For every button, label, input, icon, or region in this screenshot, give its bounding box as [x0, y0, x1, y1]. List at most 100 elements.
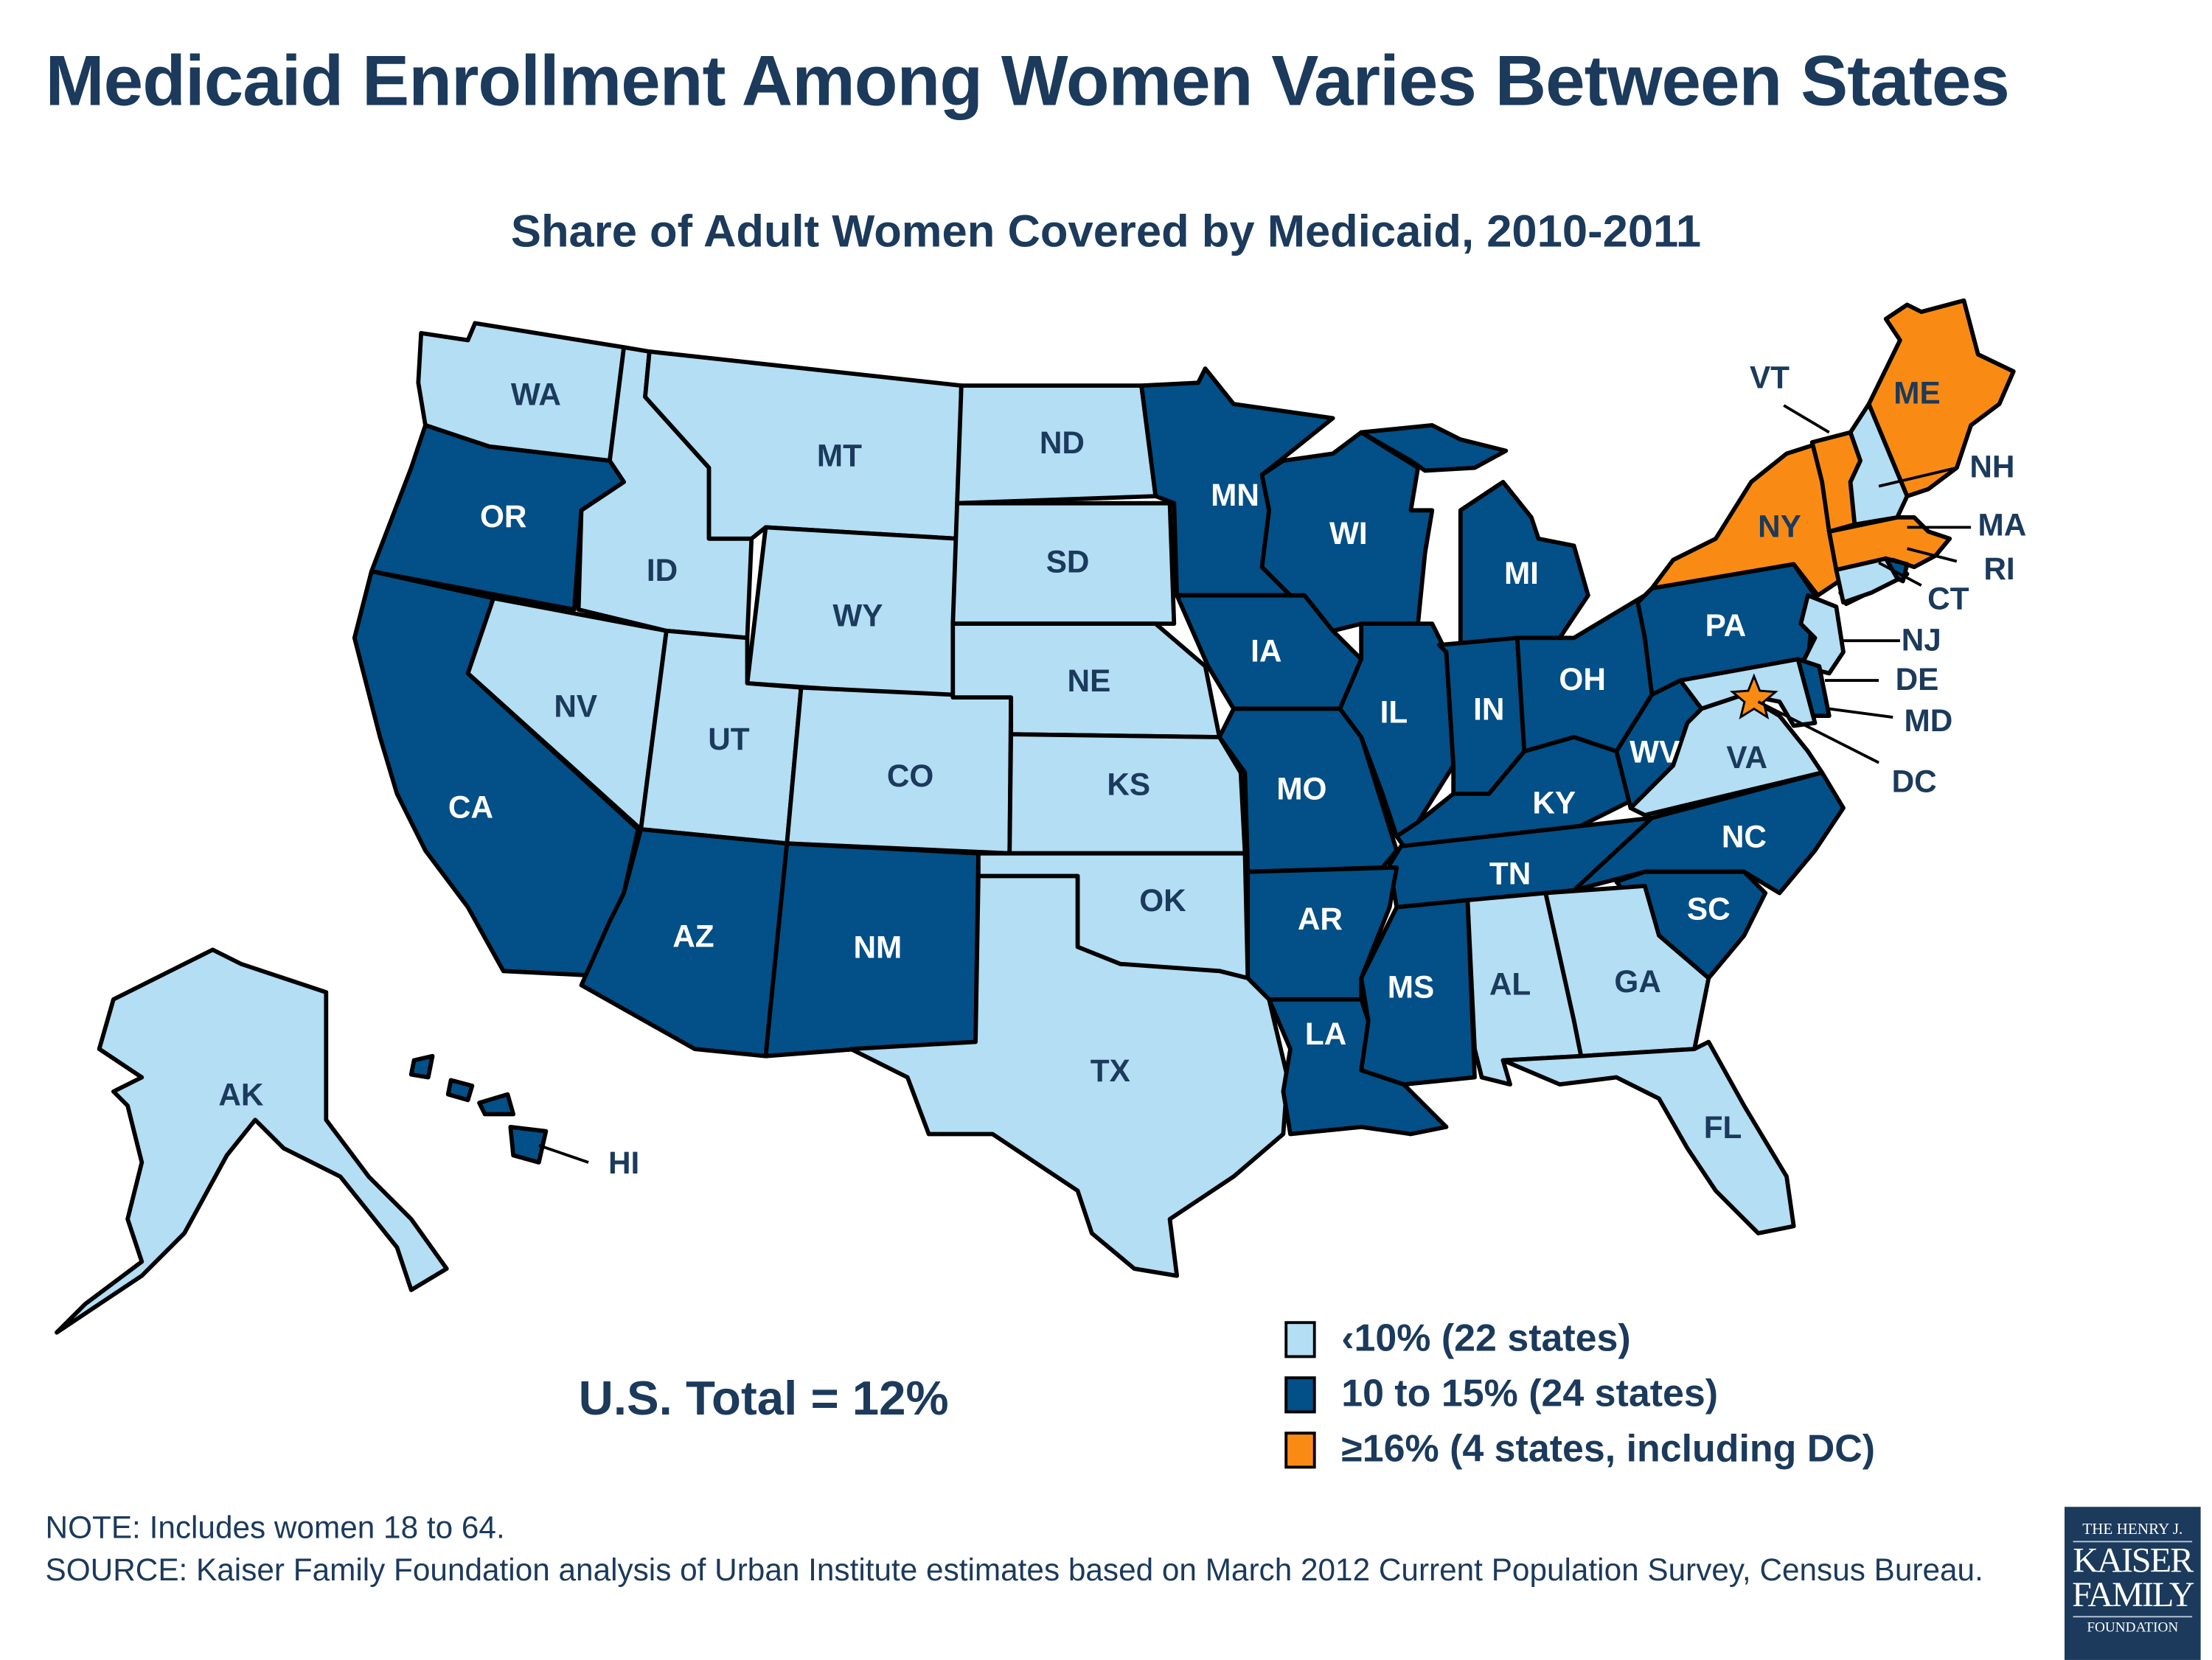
state-label: LA	[1305, 1016, 1346, 1051]
state-ar	[1245, 865, 1399, 1002]
state-label: CT	[1927, 582, 1969, 616]
state-ks	[1007, 732, 1248, 856]
kff-logo: THE HENRY J. KAISER FAMILY FOUNDATION	[2065, 1507, 2201, 1660]
state-label: OR	[480, 499, 526, 534]
source-text: SOURCE: Kaiser Family Foundation analysi…	[45, 1552, 1983, 1588]
state-label: ID	[647, 553, 678, 587]
state-label: NV	[554, 689, 597, 724]
state-la	[1267, 997, 1449, 1137]
state-label: UT	[708, 722, 750, 756]
state-shape	[55, 947, 449, 1335]
map-subtitle: Share of Adult Women Covered by Medicaid…	[510, 205, 1702, 257]
state-shape	[1500, 1039, 1796, 1235]
state-label: AK	[218, 1078, 264, 1112]
logo-line: FAMILY	[2072, 1576, 2194, 1615]
state-label: TX	[1091, 1053, 1130, 1088]
state-tx	[848, 873, 1290, 1278]
legend-label: 10 to 15% (24 states)	[1341, 1372, 1719, 1415]
logo-line: FOUNDATION	[2087, 1620, 2179, 1636]
state-shape	[1394, 735, 1647, 848]
state-label: OK	[1139, 883, 1186, 918]
state-label: GA	[1614, 964, 1660, 999]
note-text: NOTE: Includes women 18 to 64.	[45, 1510, 505, 1546]
state-label: NM	[853, 930, 902, 965]
state-shape	[848, 873, 1290, 1278]
state-label: AL	[1489, 967, 1531, 1002]
logo-line: THE HENRY J.	[2082, 1521, 2183, 1538]
state-label: TN	[1489, 857, 1531, 891]
state-label: AZ	[672, 918, 714, 953]
state-ky	[1394, 735, 1647, 848]
state-label: DC	[1892, 764, 1937, 799]
state-label: NH	[1969, 450, 2014, 484]
legend-item-mid: 10 to 15% (24 states)	[1284, 1367, 1875, 1422]
state-label: CO	[887, 758, 933, 793]
state-label: RI	[1983, 551, 2014, 586]
leader-line	[1878, 466, 1958, 488]
logo-line: KAISER	[2073, 1542, 2194, 1581]
state-label: WA	[511, 377, 561, 412]
state-label: CA	[448, 789, 493, 824]
state-shape	[408, 1053, 435, 1080]
legend-swatch-low	[1284, 1320, 1316, 1358]
state-shape	[445, 1078, 475, 1103]
state-label: NE	[1068, 663, 1111, 698]
state-label: MT	[817, 438, 862, 472]
legend: ‹10% (22 states) 10 to 15% (24 states) ≥…	[1284, 1311, 1875, 1477]
state-fl	[1500, 1039, 1796, 1235]
leader-line	[1757, 700, 1879, 764]
state-label: AR	[1298, 902, 1343, 936]
state-label: MD	[1904, 703, 1952, 738]
state-me	[1866, 298, 2016, 498]
state-label: WV	[1630, 734, 1680, 769]
state-sd	[950, 501, 1177, 627]
state-label: NY	[1758, 509, 1801, 543]
state-label: VA	[1726, 740, 1767, 775]
leader-line	[1878, 561, 1922, 587]
leader-line	[1907, 547, 1958, 563]
state-label: IL	[1380, 694, 1408, 729]
state-shape	[1007, 732, 1248, 856]
state-shape	[477, 1092, 516, 1117]
state-label: MI	[1504, 556, 1539, 590]
state-label: OH	[1559, 662, 1605, 697]
page-title: Medicaid Enrollment Among Women Varies B…	[45, 41, 2010, 121]
state-label: IN	[1473, 692, 1504, 727]
state-hi	[408, 1053, 549, 1165]
state-ct	[1834, 556, 1902, 605]
state-label: WY	[832, 599, 883, 633]
state-shape	[1649, 440, 1846, 598]
state-label: SD	[1046, 545, 1090, 579]
state-label: KS	[1107, 767, 1150, 801]
us-total: U.S. Total = 12%	[578, 1372, 949, 1426]
state-label: ME	[1893, 376, 1940, 411]
state-label: FL	[1704, 1110, 1742, 1145]
state-label: MN	[1211, 478, 1259, 512]
legend-item-high: ≥16% (4 states, including DC)	[1284, 1422, 1875, 1477]
state-label: MS	[1388, 969, 1434, 1004]
state-ak	[55, 947, 449, 1335]
legend-item-low: ‹10% (22 states)	[1284, 1311, 1875, 1367]
legend-label: ‹10% (22 states)	[1341, 1317, 1631, 1360]
state-label: WI	[1329, 516, 1368, 551]
state-label: SC	[1687, 892, 1731, 927]
state-label: MO	[1276, 771, 1326, 806]
leader-line	[1829, 707, 1893, 719]
leader-line	[1783, 404, 1830, 434]
state-label: NC	[1722, 820, 1767, 854]
state-shape	[1259, 430, 1435, 633]
leader-line	[538, 1144, 589, 1164]
state-label: IA	[1251, 634, 1281, 669]
state-shape	[950, 501, 1177, 627]
state-label: PA	[1705, 608, 1747, 643]
state-shape	[1267, 997, 1449, 1137]
dc-star-icon	[1729, 673, 1778, 720]
state-shape	[508, 1124, 549, 1165]
state-shape	[1866, 298, 2016, 498]
state-label: KY	[1532, 785, 1576, 820]
footer: NOTE: Includes women 18 to 64. SOURCE: K…	[46, 1507, 2003, 1591]
state-label: VT	[1750, 360, 1790, 395]
state-label: NJ	[1902, 622, 1941, 657]
